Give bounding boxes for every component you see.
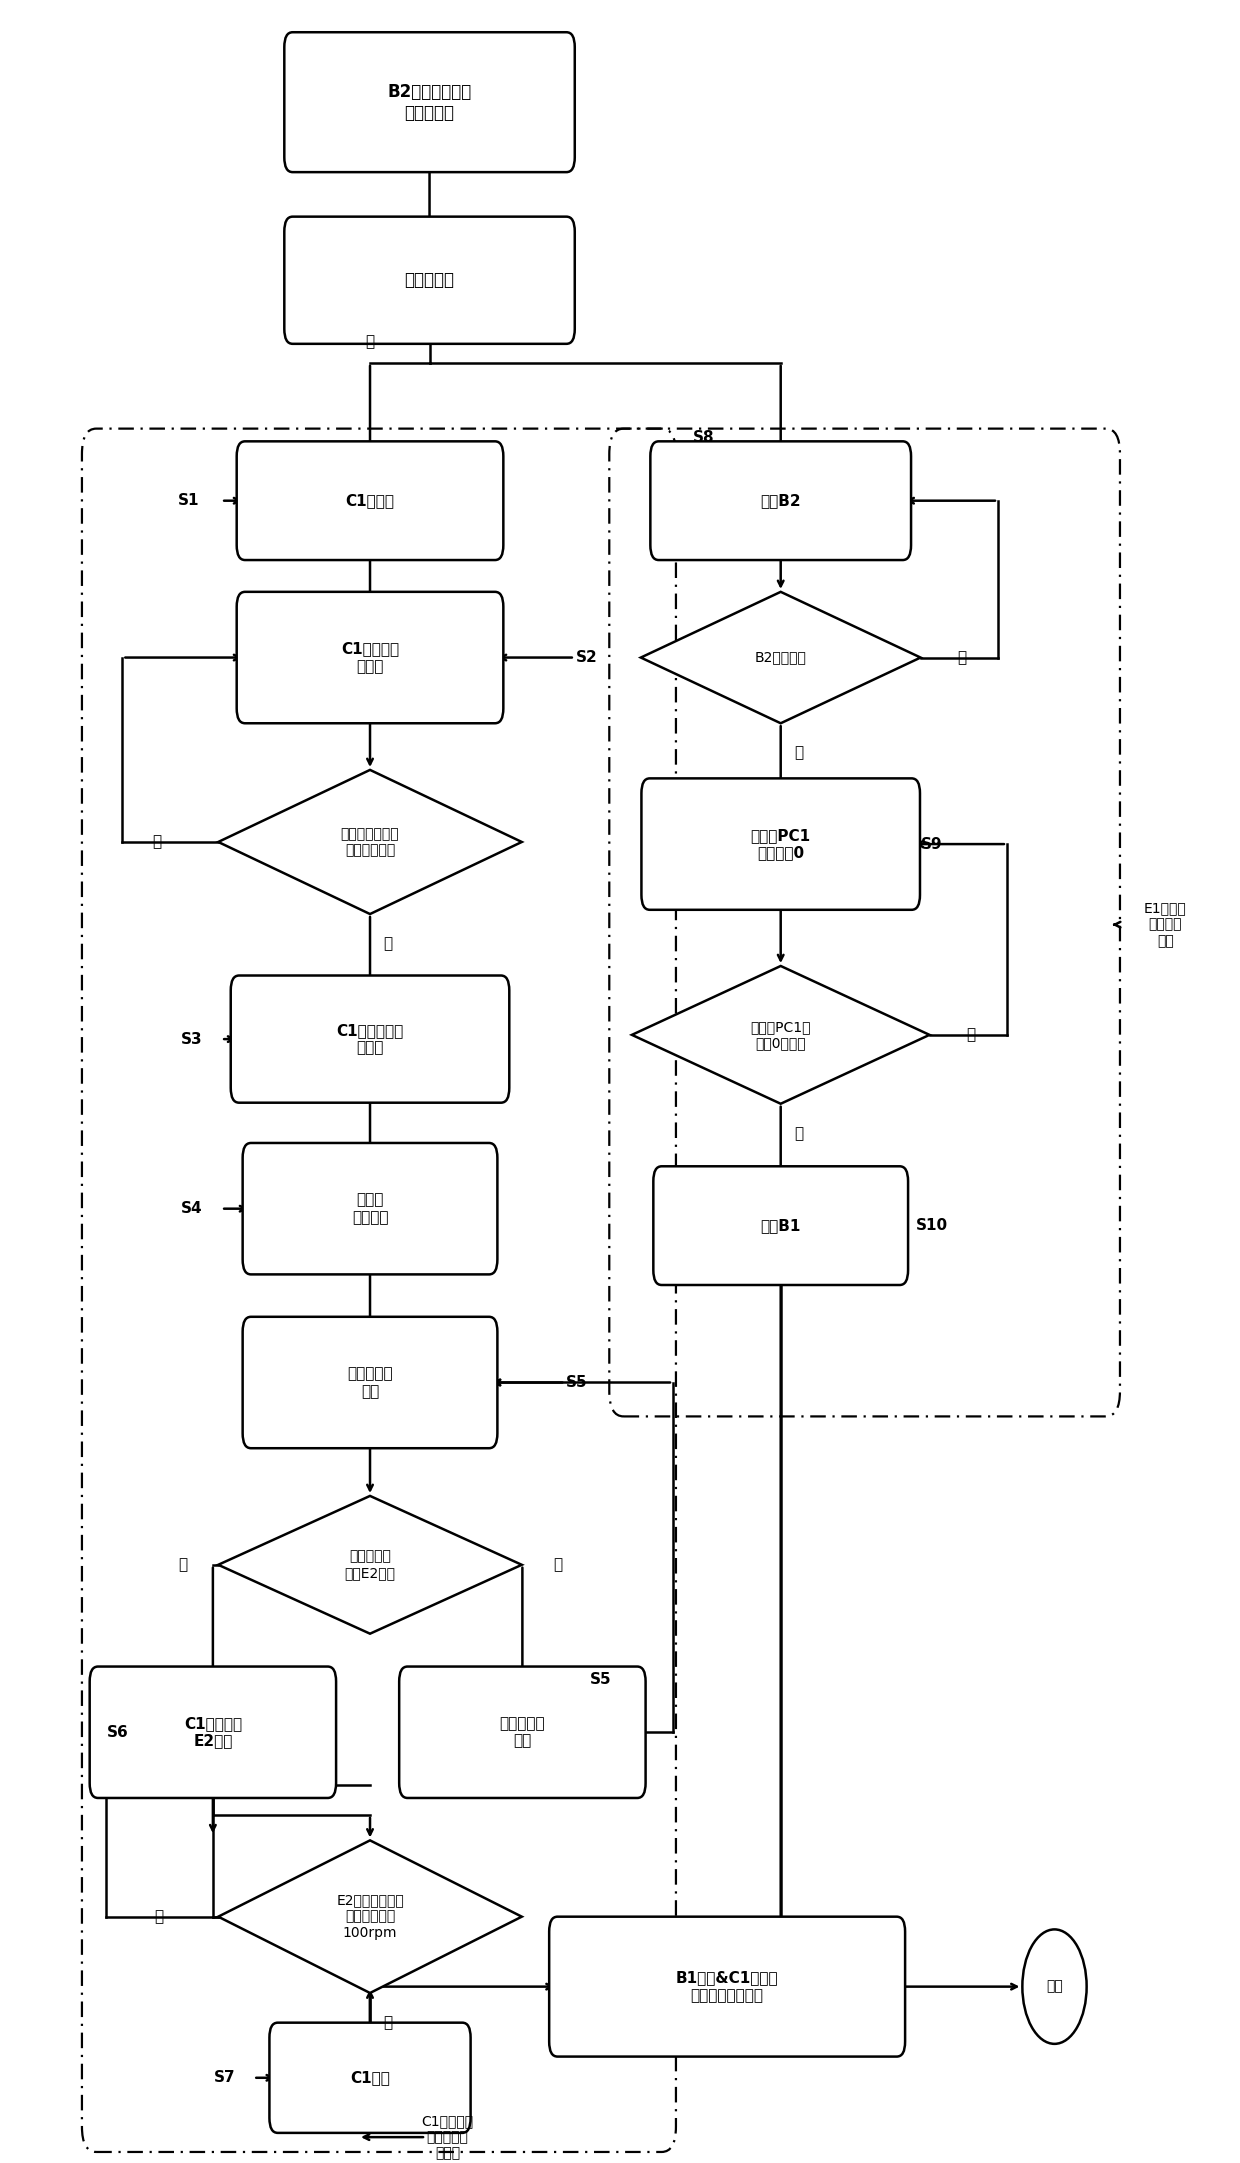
FancyBboxPatch shape	[243, 1317, 497, 1449]
FancyBboxPatch shape	[650, 441, 911, 560]
Text: S5: S5	[567, 1376, 588, 1391]
Text: S4: S4	[181, 1200, 202, 1216]
Text: 发动机
喷油点火: 发动机 喷油点火	[352, 1192, 388, 1224]
Text: B2完全打开: B2完全打开	[755, 651, 807, 664]
Text: 发动机转速大于
喷油点火转速: 发动机转速大于 喷油点火转速	[341, 826, 399, 857]
Text: E1实现换
挡的控制
步骤: E1实现换 挡的控制 步骤	[1143, 902, 1187, 947]
Text: B1锁止&C1闭合，
混合动力驱动行驶: B1锁止&C1闭合， 混合动力驱动行驶	[676, 1970, 779, 2003]
Text: S2: S2	[575, 651, 598, 664]
Text: S6: S6	[107, 1724, 129, 1739]
Polygon shape	[632, 967, 930, 1103]
FancyBboxPatch shape	[269, 2022, 471, 2133]
Text: S3: S3	[181, 1032, 202, 1047]
Text: S8: S8	[692, 430, 714, 446]
Polygon shape	[218, 770, 522, 915]
Text: 是: 是	[794, 1127, 804, 1140]
FancyBboxPatch shape	[243, 1142, 497, 1274]
FancyBboxPatch shape	[237, 593, 503, 722]
Text: 发动机提升
转速: 发动机提升 转速	[500, 1715, 546, 1748]
Text: C1闭合: C1闭合	[350, 2070, 389, 2085]
Text: 锁止B1: 锁止B1	[760, 1218, 801, 1233]
Text: 发动机提升
转速: 发动机提升 转速	[347, 1367, 393, 1399]
Text: S9: S9	[921, 837, 942, 852]
Text: C1预充油: C1预充油	[346, 493, 394, 508]
Text: 发动机转速
大于E2转速: 发动机转速 大于E2转速	[345, 1549, 396, 1579]
Polygon shape	[218, 1497, 522, 1633]
Text: 是: 是	[383, 937, 392, 952]
Text: 否: 否	[957, 651, 967, 664]
FancyBboxPatch shape	[549, 1916, 905, 2057]
FancyBboxPatch shape	[284, 32, 575, 173]
Text: S5: S5	[590, 1672, 611, 1687]
FancyBboxPatch shape	[231, 976, 510, 1103]
Text: 是: 是	[366, 335, 374, 348]
Text: 是: 是	[383, 2016, 392, 2031]
Text: 否: 否	[151, 835, 161, 850]
Polygon shape	[218, 1841, 522, 1992]
Text: 行星架PC1
转速降至0: 行星架PC1 转速降至0	[750, 828, 811, 861]
Text: C1恢复至接触
点状态: C1恢复至接触 点状态	[336, 1023, 404, 1056]
Text: 是: 是	[179, 1557, 187, 1573]
Text: 是: 是	[794, 746, 804, 761]
Text: 打开B2: 打开B2	[760, 493, 801, 508]
Text: 否: 否	[154, 1910, 164, 1925]
Text: B2锁止，低速，
纯电动行驶: B2锁止，低速， 纯电动行驶	[387, 82, 471, 121]
Text: E2转速与发动机
转速差值小于
100rpm: E2转速与发动机 转速差值小于 100rpm	[336, 1893, 404, 1940]
Text: 否: 否	[553, 1557, 562, 1573]
Text: C1滑摩提升
E2转速: C1滑摩提升 E2转速	[184, 1715, 242, 1748]
Text: S10: S10	[916, 1218, 947, 1233]
FancyBboxPatch shape	[237, 441, 503, 560]
Text: 否: 否	[967, 1027, 976, 1043]
Text: 急加速操作: 急加速操作	[404, 270, 455, 290]
Text: S7: S7	[215, 2070, 236, 2085]
Text: 结束: 结束	[1047, 1979, 1063, 1994]
Circle shape	[1022, 1929, 1086, 2044]
FancyBboxPatch shape	[399, 1666, 646, 1797]
FancyBboxPatch shape	[653, 1166, 908, 1285]
Polygon shape	[641, 593, 920, 722]
Text: C1滑摩拖转
发动机: C1滑摩拖转 发动机	[341, 642, 399, 673]
FancyBboxPatch shape	[284, 216, 575, 344]
FancyBboxPatch shape	[89, 1666, 336, 1797]
Text: S1: S1	[179, 493, 200, 508]
Text: C1滑摩起动
发动机的控
制步骤: C1滑摩起动 发动机的控 制步骤	[422, 2113, 474, 2161]
FancyBboxPatch shape	[641, 779, 920, 911]
Text: 行星架PC1转
速为0且稳定: 行星架PC1转 速为0且稳定	[750, 1019, 811, 1049]
